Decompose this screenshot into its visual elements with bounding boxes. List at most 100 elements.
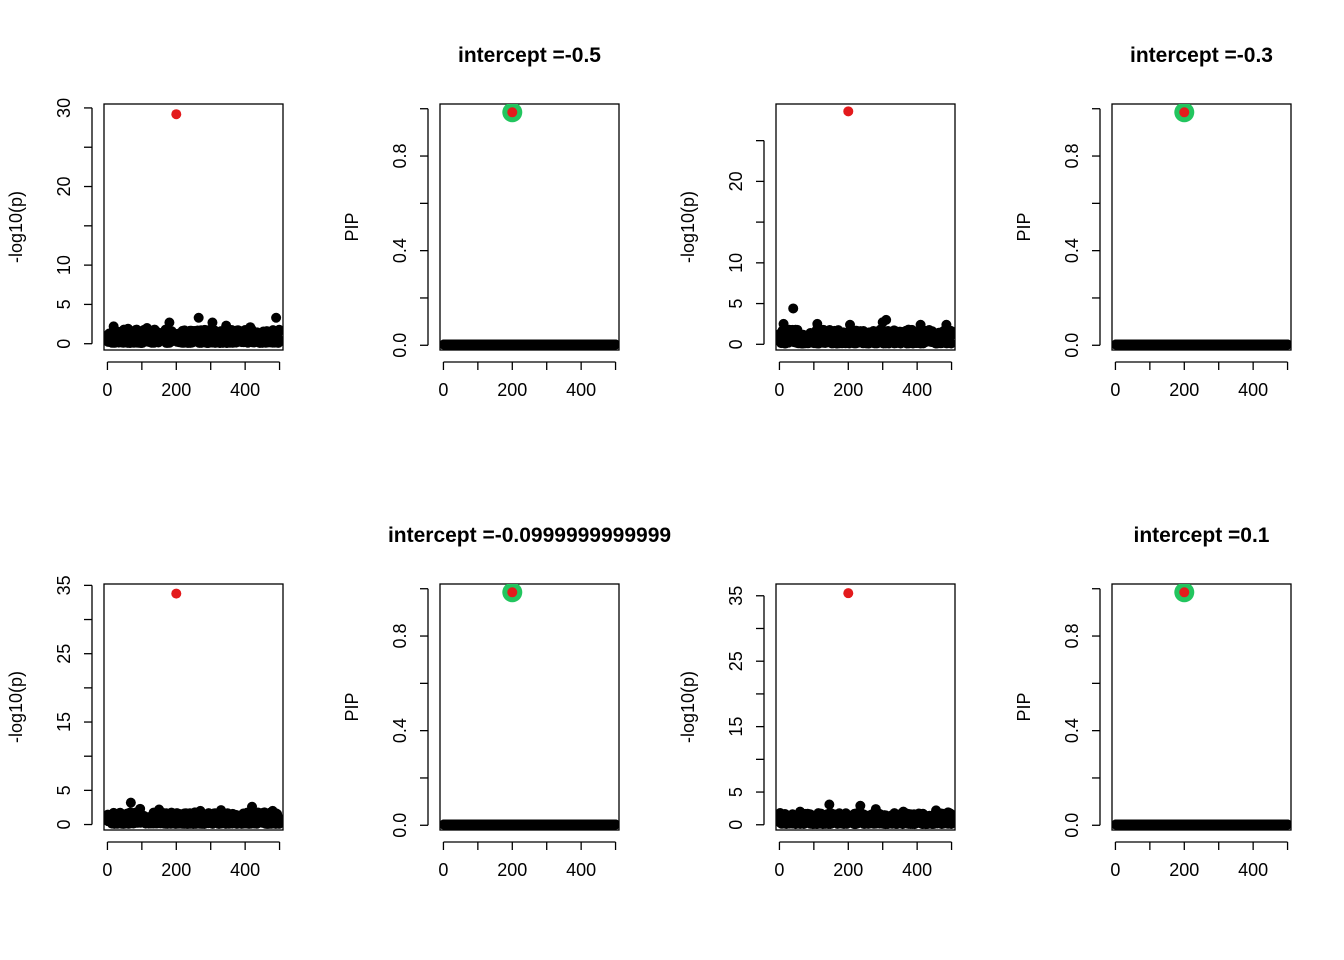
y-axis: 0 5 15 25 35 xyxy=(54,575,93,830)
y-axis-label: PIP xyxy=(1014,212,1034,241)
y-tick-label: 0.0 xyxy=(390,813,410,838)
x-tick-label: 200 xyxy=(1169,380,1199,400)
data-point xyxy=(207,317,218,328)
data-point xyxy=(221,320,232,331)
panel-8: 0 200 400 0.0 0.4 0.8 PIP intercept =0.1 xyxy=(1014,524,1292,880)
points xyxy=(104,109,283,348)
data-point xyxy=(946,817,955,828)
x-axis: 0 200 400 xyxy=(1110,361,1289,400)
y-axis: 0.0 0.4 0.8 xyxy=(1062,108,1101,358)
plot-frame xyxy=(775,583,956,831)
x-axis: 0 200 400 xyxy=(1110,841,1289,880)
x-axis: 0 200 400 xyxy=(438,361,617,400)
points xyxy=(776,106,955,349)
data-point xyxy=(247,801,258,812)
x-tick-label: 0 xyxy=(102,380,112,400)
x-axis: 0 200 400 xyxy=(102,361,281,400)
y-tick-label: 0.0 xyxy=(1062,813,1082,838)
y-tick-label: 20 xyxy=(54,177,74,197)
data-point xyxy=(274,813,283,824)
x-tick-label: 200 xyxy=(497,860,527,880)
data-point xyxy=(1282,819,1291,830)
points xyxy=(440,584,619,830)
y-axis-label: PIP xyxy=(1014,692,1034,721)
highlight-point xyxy=(843,588,854,599)
y-axis-label: -log10(p) xyxy=(6,671,26,743)
data-point xyxy=(610,819,619,830)
y-tick-label: 35 xyxy=(726,586,746,606)
data-point xyxy=(164,317,175,328)
panel-7: 0 200 400 0 5 15 25 35 -log10(p) xyxy=(678,583,956,880)
data-point xyxy=(245,322,256,333)
data-point xyxy=(870,804,881,815)
y-tick-label: 0.4 xyxy=(1062,238,1082,263)
y-axis: 0.0 0.4 0.8 xyxy=(390,108,429,358)
plot-frame xyxy=(103,103,284,351)
x-tick-label: 0 xyxy=(438,860,448,880)
data-point xyxy=(812,318,823,329)
y-axis-label: -log10(p) xyxy=(678,671,698,743)
data-point xyxy=(881,314,892,325)
plot-frame xyxy=(439,583,620,831)
y-axis: 0.0 0.4 0.8 xyxy=(1062,588,1101,838)
data-point xyxy=(193,312,204,323)
highlight-point xyxy=(507,587,518,598)
y-tick-label: 0.0 xyxy=(390,333,410,358)
y-tick-label: 0 xyxy=(54,820,74,830)
x-tick-label: 400 xyxy=(902,380,932,400)
y-tick-label: 0.8 xyxy=(390,624,410,649)
y-axis: 0 5 10 20 30 xyxy=(54,98,93,349)
data-point xyxy=(125,797,136,808)
x-axis: 0 200 400 xyxy=(774,361,953,400)
y-tick-label: 0.0 xyxy=(1062,333,1082,358)
x-tick-label: 400 xyxy=(1238,380,1268,400)
y-tick-label: 0.8 xyxy=(390,144,410,169)
y-tick-label: 15 xyxy=(726,717,746,737)
highlight-point xyxy=(843,106,854,117)
x-tick-label: 400 xyxy=(230,860,260,880)
data-point xyxy=(931,805,942,816)
panel-5: 0 200 400 0 5 15 25 35 -log10(p) xyxy=(6,575,284,880)
panel-1: 0 200 400 0 5 10 20 30 -log10(p) xyxy=(6,98,284,400)
data-point xyxy=(123,323,134,334)
y-tick-label: 0 xyxy=(54,339,74,349)
highlight-point xyxy=(1179,587,1190,598)
panel-4: 0 200 400 0.0 0.4 0.8 PIP intercept =-0.3 xyxy=(1014,44,1292,400)
panel-title: intercept =-0.3 xyxy=(1130,44,1273,67)
x-tick-label: 400 xyxy=(566,860,596,880)
points xyxy=(776,588,955,830)
y-tick-label: 35 xyxy=(54,575,74,595)
y-axis-label: -log10(p) xyxy=(6,191,26,263)
x-tick-label: 400 xyxy=(566,380,596,400)
data-point xyxy=(108,321,119,332)
x-tick-label: 0 xyxy=(438,380,448,400)
highlight-point xyxy=(507,107,518,118)
x-tick-label: 200 xyxy=(161,860,191,880)
x-axis: 0 200 400 xyxy=(774,841,953,880)
y-tick-label: 0.8 xyxy=(1062,144,1082,169)
data-point xyxy=(778,318,789,329)
data-point xyxy=(795,806,806,817)
data-point xyxy=(845,319,856,330)
panel-title: intercept =-0.5 xyxy=(458,44,601,67)
y-tick-label: 0.4 xyxy=(390,238,410,263)
x-tick-label: 0 xyxy=(1110,860,1120,880)
y-tick-label: 10 xyxy=(54,255,74,275)
data-point xyxy=(271,312,282,323)
y-axis-label: PIP xyxy=(342,212,362,241)
data-point xyxy=(855,800,866,811)
x-axis: 0 200 400 xyxy=(102,841,281,880)
plot-frame xyxy=(439,103,620,351)
x-tick-label: 200 xyxy=(161,380,191,400)
y-tick-label: 0 xyxy=(726,339,746,349)
data-point xyxy=(216,805,227,816)
data-point xyxy=(610,339,619,350)
y-axis-label: PIP xyxy=(342,692,362,721)
y-axis: 0 5 15 25 35 xyxy=(726,586,765,830)
data-point xyxy=(142,322,153,333)
y-tick-label: 25 xyxy=(54,644,74,664)
y-tick-label: 20 xyxy=(726,171,746,191)
points xyxy=(1112,104,1291,350)
data-point xyxy=(154,804,165,815)
